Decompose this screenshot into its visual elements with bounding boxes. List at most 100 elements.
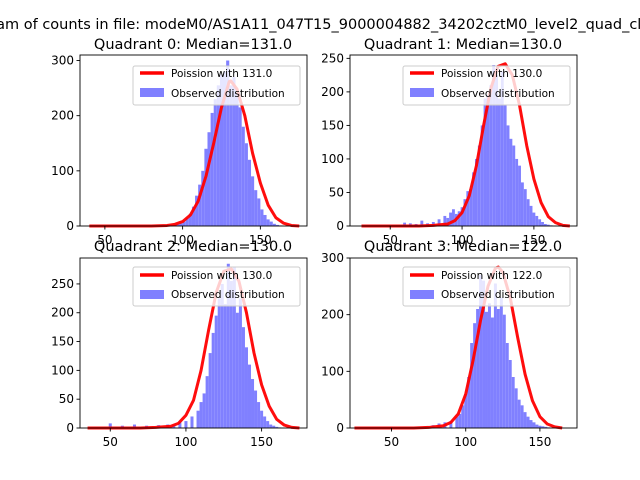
histogram-bar (244, 347, 248, 428)
histogram-bar (275, 426, 279, 428)
legend: Poission with 122.0 Observed distributio… (402, 266, 571, 307)
histogram-bar (446, 217, 450, 226)
histogram-bar (210, 112, 214, 226)
histogram-bar (458, 413, 462, 428)
histogram-bar (260, 410, 264, 428)
y-tick-label: 100 (321, 152, 344, 166)
histogram-bar (266, 421, 270, 428)
legend-hist-swatch (140, 88, 164, 97)
plot-area: 50 100 150 0 50 100 150 200 250 (51, 257, 308, 449)
y-tick-label: 150 (321, 118, 344, 132)
y-tick-label: 0 (66, 421, 74, 435)
histogram-bar (482, 280, 486, 428)
histogram-bar (238, 107, 242, 226)
histogram-bar (502, 314, 506, 428)
histogram-bar (520, 405, 524, 428)
x-tick-label: 50 (384, 435, 399, 449)
y-tick-label: 0 (336, 421, 344, 435)
histogram-bar (185, 217, 189, 226)
histogram-bar (470, 343, 474, 428)
legend: Poission with 131.0 Observed distributio… (132, 65, 301, 106)
histogram-bar (487, 303, 491, 428)
legend-hist-swatch (140, 290, 164, 299)
legend: Poission with 130.0 Observed distributio… (402, 65, 571, 106)
histogram-bar (226, 60, 230, 226)
histogram-bar (275, 224, 280, 226)
histogram-bar (499, 297, 503, 428)
histogram-bar (463, 199, 467, 226)
legend-hist-label: Observed distribution (441, 88, 555, 100)
y-tick-label: 100 (321, 364, 344, 378)
panel-title: Quadrant 2: Median=130.0 (94, 239, 292, 255)
histogram-bar (229, 85, 233, 226)
histogram-bar (464, 394, 468, 428)
histogram-bar (263, 416, 267, 428)
legend-line-label: Poission with 130.0 (441, 68, 542, 80)
histogram-bar (132, 424, 136, 428)
histogram-bar (269, 221, 273, 226)
histogram-bar (517, 399, 521, 428)
histogram-bar (199, 402, 203, 428)
y-tick-label: 300 (321, 251, 344, 265)
axes-frame (349, 257, 578, 429)
histogram-bar (474, 158, 478, 226)
panel-quadrant-1: Quadrant 1: Median=130.0 50 100 150 0 50 100 1… (321, 37, 578, 247)
histogram-bar (490, 317, 494, 428)
histogram-bar (508, 360, 512, 428)
histogram-bar (263, 214, 267, 226)
y-tick-label: 250 (51, 277, 74, 291)
legend-hist-label: Observed distribution (441, 289, 555, 301)
histogram-bar (247, 364, 252, 428)
panel-quadrant-2: Quadrant 2: Median=130.0 50 100 150 0 50 100 1… (51, 239, 308, 449)
histogram-bar (505, 343, 509, 428)
x-tick-label: 100 (454, 435, 477, 449)
histogram-bar (460, 207, 464, 226)
histogram-bar (266, 219, 270, 226)
histogram-bar (457, 211, 461, 226)
axes-frame (349, 54, 578, 227)
histogram-bar (532, 422, 536, 428)
panel-quadrant-3: Quadrant 3: Median=122.0 50 100 150 0 100 200… (321, 239, 578, 449)
legend-line-label: Poission with 122.0 (441, 270, 542, 282)
legend-box (402, 266, 571, 307)
histogram-bar (506, 125, 510, 226)
histogram-bar (473, 323, 477, 428)
histogram-bar (479, 275, 483, 428)
y-tick-label: 150 (51, 335, 74, 349)
histogram-bar (184, 421, 188, 428)
histogram-bar (541, 426, 545, 428)
legend-line-label: Poission with 131.0 (171, 68, 272, 80)
histogram-bar (489, 85, 493, 227)
histogram-bar (251, 176, 255, 226)
histogram-bar (476, 309, 480, 428)
histogram-bar (272, 223, 276, 226)
x-tick-label: 100 (171, 233, 194, 247)
histogram-bar (219, 74, 224, 226)
histogram-bar (182, 221, 186, 226)
legend: Poission with 130.0 Observed distributio… (132, 266, 301, 307)
histogram-bar (202, 393, 206, 428)
histogram-bar (403, 222, 407, 226)
histogram-bar (526, 199, 530, 226)
histogram-bar (535, 424, 539, 428)
histogram-bar (229, 281, 233, 428)
histogram-bar (480, 125, 484, 226)
histogram-bar (241, 327, 245, 428)
histogram-bar (472, 172, 475, 226)
y-tick-label: 200 (51, 109, 74, 123)
histogram-bar (208, 353, 212, 428)
x-tick-label: 150 (249, 233, 272, 247)
histogram-bar (452, 209, 455, 226)
histogram-bar (178, 422, 182, 428)
histogram-bar (492, 65, 496, 226)
legend-hist-label: Observed distribution (171, 289, 285, 301)
histogram-bar (469, 189, 473, 226)
plot-area: 50 100 150 0 50 100 150 200 250 (321, 51, 578, 247)
histogram-bar (515, 158, 519, 226)
histogram-bar (529, 420, 533, 428)
axes-frame (79, 257, 308, 429)
histogram-bar (520, 182, 524, 226)
histogram-bar (217, 298, 221, 428)
histogram-bar (226, 263, 230, 428)
histogram-bar (466, 191, 470, 226)
